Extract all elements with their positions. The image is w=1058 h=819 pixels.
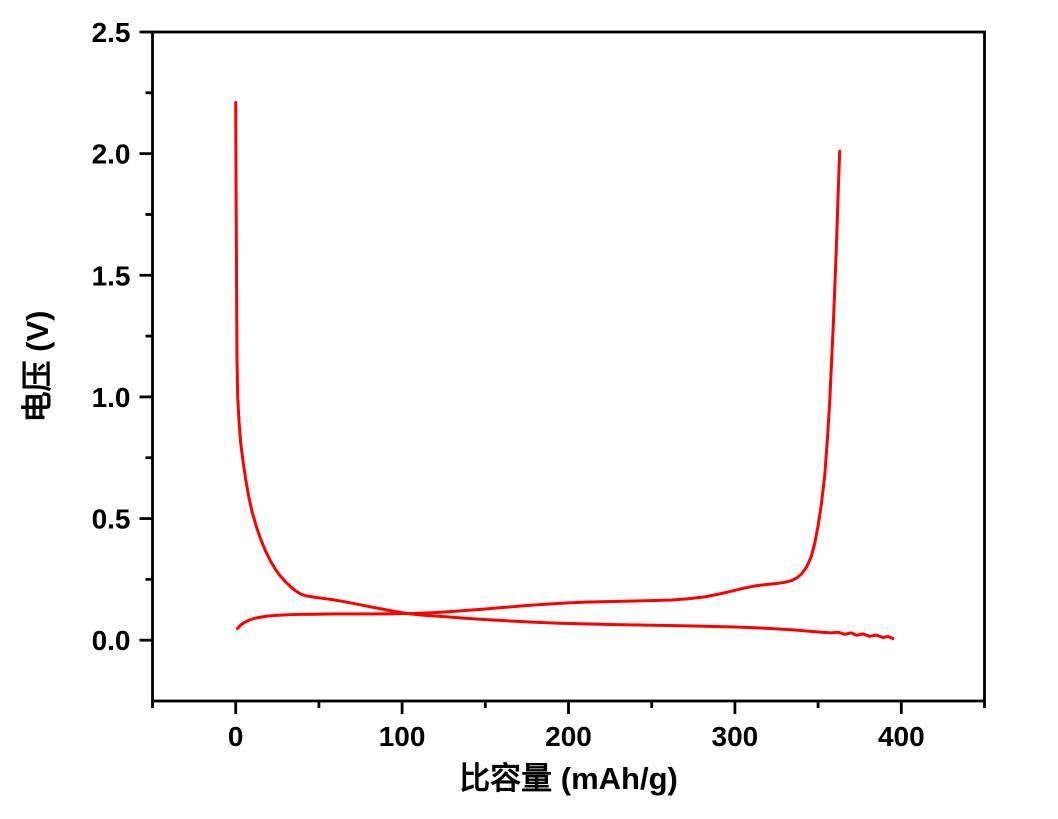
- x-tick-label: 400: [878, 721, 925, 752]
- x-tick-label: 200: [545, 721, 592, 752]
- y-tick-label: 0.0: [92, 625, 131, 656]
- y-axis-title: 电压 (V): [20, 311, 55, 423]
- y-tick-label: 1.5: [92, 260, 131, 291]
- discharge-curve: [234, 101, 895, 640]
- x-axis-title: 比容量 (mAh/g): [459, 761, 678, 796]
- x-tick-label: 300: [712, 721, 759, 752]
- x-tick-label: 0: [228, 721, 244, 752]
- charge-curve: [235, 149, 842, 630]
- y-tick-label: 1.0: [92, 382, 131, 413]
- ticks-layer: [139, 30, 986, 714]
- plot-frame: [151, 30, 986, 703]
- tick-labels-layer: 0 100 200 300 400 0.0 0.5 1.0 1.5 2.0 2.5: [92, 17, 925, 752]
- y-tick-label: 2.0: [92, 139, 131, 170]
- y-tick-label: 2.5: [92, 17, 131, 48]
- series-layer: [234, 101, 895, 640]
- x-tick-label: 100: [379, 721, 426, 752]
- y-tick-label: 0.5: [92, 504, 131, 535]
